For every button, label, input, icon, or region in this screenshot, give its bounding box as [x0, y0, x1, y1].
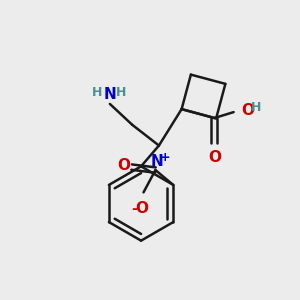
- Text: O: O: [208, 150, 221, 165]
- Text: +: +: [160, 151, 170, 164]
- Text: H: H: [116, 86, 126, 99]
- Text: O: O: [117, 158, 130, 173]
- Text: -: -: [131, 202, 137, 216]
- Text: H: H: [92, 86, 103, 99]
- Text: O: O: [136, 201, 148, 216]
- Text: N: N: [103, 87, 116, 102]
- Text: H: H: [251, 101, 261, 114]
- Text: O: O: [241, 103, 254, 118]
- Text: N: N: [151, 154, 163, 169]
